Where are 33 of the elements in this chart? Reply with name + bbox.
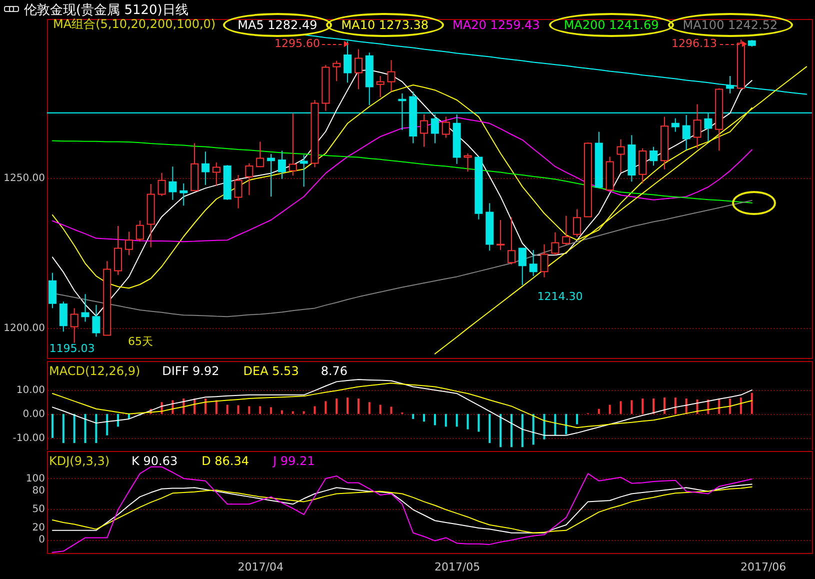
x-tick-label: 2017/05 <box>434 560 480 574</box>
series-label: D 86.34 <box>200 454 250 468</box>
y-tick-label: 1250.00 <box>4 173 45 184</box>
text: MA200 1241.69 <box>562 18 660 32</box>
text: MA100 1242.52 <box>682 18 779 32</box>
annotation: 65天 <box>128 335 153 348</box>
series-label: K 90.63 <box>130 454 179 468</box>
annotation: 8.76 <box>320 364 348 378</box>
annotation: 1195.03 <box>49 342 95 355</box>
legend-title: MA组合(5,10,20,200,100,0) <box>53 16 216 33</box>
y-tick-label: 0.00 <box>22 408 45 420</box>
annotation: 1295.60 <box>274 37 320 50</box>
y-tick-label: 10.00 <box>16 384 45 396</box>
y-tick-label: 100 <box>26 473 45 484</box>
x-tick-label: 2017/06 <box>740 560 786 574</box>
series-label: DEA 5.53 <box>242 364 300 378</box>
annotation: 1214.30 <box>537 290 583 303</box>
annotation: 1296.13 <box>672 37 717 50</box>
y-tick-label: 0 <box>38 534 45 546</box>
y-tick-label: 80 <box>32 486 45 497</box>
text: MA10 1273.38 <box>340 18 430 32</box>
legend-title: MACD(12,26,9) <box>49 364 140 378</box>
y-tick-label: -10.00 <box>12 432 45 444</box>
legend-title: KDJ(9,3,3) <box>49 454 110 468</box>
chart-title: 伦敦金现(贵金属 5120)日线 <box>24 2 188 18</box>
x-tick-label: 2017/04 <box>238 560 284 574</box>
y-tick-label: 1200.00 <box>4 323 45 334</box>
text: MA5 1282.49 <box>236 18 318 32</box>
text: MA20 1259.43 <box>452 18 541 32</box>
series-label: DIFF 9.92 <box>161 364 220 378</box>
y-tick-label: 20 <box>32 522 45 534</box>
series-label: J 99.21 <box>271 454 316 468</box>
y-tick-label: 50 <box>32 504 45 516</box>
